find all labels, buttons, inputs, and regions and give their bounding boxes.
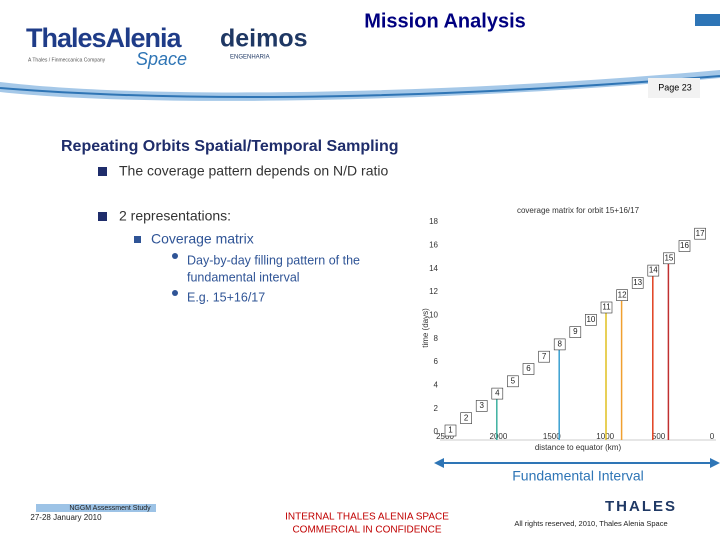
coverage-label: 5	[511, 376, 516, 385]
coverage-label: 6	[526, 364, 531, 373]
coverage-box	[616, 289, 628, 302]
footer-confidential: COMMERCIAL IN CONFIDENCE	[292, 525, 441, 536]
point-icon	[172, 290, 178, 296]
coverage-box	[600, 301, 613, 314]
x-tick-label: 500	[652, 432, 666, 441]
coverage-label: 9	[573, 327, 578, 336]
logo-deimos: deimos	[220, 25, 308, 53]
coverage-label: 11	[602, 303, 611, 312]
y-tick-label: 12	[429, 287, 438, 296]
coverage-label: 3	[479, 401, 484, 410]
coverage-label: 4	[495, 389, 500, 398]
point: fundamental interval	[187, 270, 300, 284]
footer-confidential: INTERNAL THALES ALENIA SPACE	[285, 512, 449, 523]
coverage-label: 13	[633, 278, 642, 287]
logo-deimos-sub: ENGENHARIA	[230, 55, 270, 61]
logo-space: Space	[136, 49, 187, 69]
coverage-label: 2	[464, 413, 469, 422]
x-tick-label: 2000	[490, 432, 508, 441]
bullet-icon	[134, 236, 141, 243]
coverage-box	[663, 252, 675, 265]
slide-title: Mission Analysis	[364, 10, 526, 32]
bullet-icon	[98, 167, 107, 176]
coverage-figure: coverage matrix for orbit 15+16/17 time …	[421, 206, 716, 452]
y-tick-label: 14	[429, 264, 438, 273]
logo-sub: A Thales / Finmeccanica Company	[28, 57, 106, 63]
coverage-label: 8	[557, 340, 562, 349]
footer-thales: THALES	[605, 498, 677, 515]
y-tick-label: 16	[429, 240, 438, 249]
coverage-box	[678, 240, 691, 252]
coverage-label: 12	[618, 290, 627, 299]
coverage-box	[631, 277, 644, 289]
page-box	[648, 78, 700, 98]
footer-study: NGGM Assessment Study	[69, 505, 151, 512]
y-tick-label: 0	[434, 427, 439, 436]
coverage-box	[647, 264, 660, 277]
coverage-box	[585, 313, 597, 326]
coverage-label: 16	[680, 241, 689, 250]
bullet-icon	[98, 212, 107, 221]
y-tick-label: 2	[434, 404, 439, 413]
coverage-label: 14	[649, 266, 658, 275]
coverage-label: 15	[664, 253, 673, 262]
coverage-box	[475, 400, 488, 412]
y-tick-label: 10	[429, 310, 438, 319]
logo-thales-alenia: ThalesAlenia	[26, 23, 183, 53]
coverage-box	[444, 424, 457, 437]
y-tick-label: 18	[429, 217, 438, 226]
coverage-label: 1	[448, 426, 453, 435]
header-mark	[695, 14, 720, 26]
coverage-box	[694, 227, 706, 240]
header-swoosh	[0, 70, 720, 101]
header-line	[0, 75, 720, 99]
point-icon	[172, 253, 178, 259]
footer-bar	[36, 504, 156, 512]
footer-date: 27-28 January 2010	[30, 513, 102, 522]
point: E.g. 15+16/17	[187, 290, 265, 304]
bullet: 2 representations:	[119, 208, 231, 224]
y-tick-label: 8	[434, 334, 439, 343]
figure-title: coverage matrix for orbit 15+16/17	[517, 206, 640, 215]
caption: Fundamental Interval	[512, 468, 644, 484]
footer-rights: All rights reserved, 2010, Thales Alenia…	[514, 519, 667, 528]
coverage-label: 10	[586, 315, 595, 324]
point: Day-by-day filling pattern of the	[187, 253, 360, 267]
x-tick-label: 0	[710, 432, 715, 441]
coverage-box	[460, 412, 472, 425]
coverage-label: 7	[542, 352, 547, 361]
x-tick-label: 2500	[436, 432, 454, 441]
coverage-label: 17	[696, 229, 705, 238]
coverage-box	[507, 375, 519, 388]
sub-bullet: Coverage matrix	[151, 231, 254, 247]
coverage-box	[491, 387, 504, 400]
x-tick-label: 1500	[543, 432, 561, 441]
figure-x-label: distance to equator (km)	[535, 443, 622, 452]
coverage-box	[553, 338, 566, 351]
coverage-box	[538, 350, 550, 363]
bullet: The coverage pattern depends on N/D rati…	[119, 163, 388, 179]
page-number: Page 23	[658, 82, 692, 92]
coverage-box	[522, 363, 535, 375]
figure-y-label: time (days)	[421, 308, 430, 348]
y-tick-label: 4	[434, 380, 439, 389]
y-tick-label: 6	[434, 357, 439, 366]
coverage-box	[569, 326, 582, 338]
heading: Repeating Orbits Spatial/Temporal Sampli…	[61, 138, 399, 155]
